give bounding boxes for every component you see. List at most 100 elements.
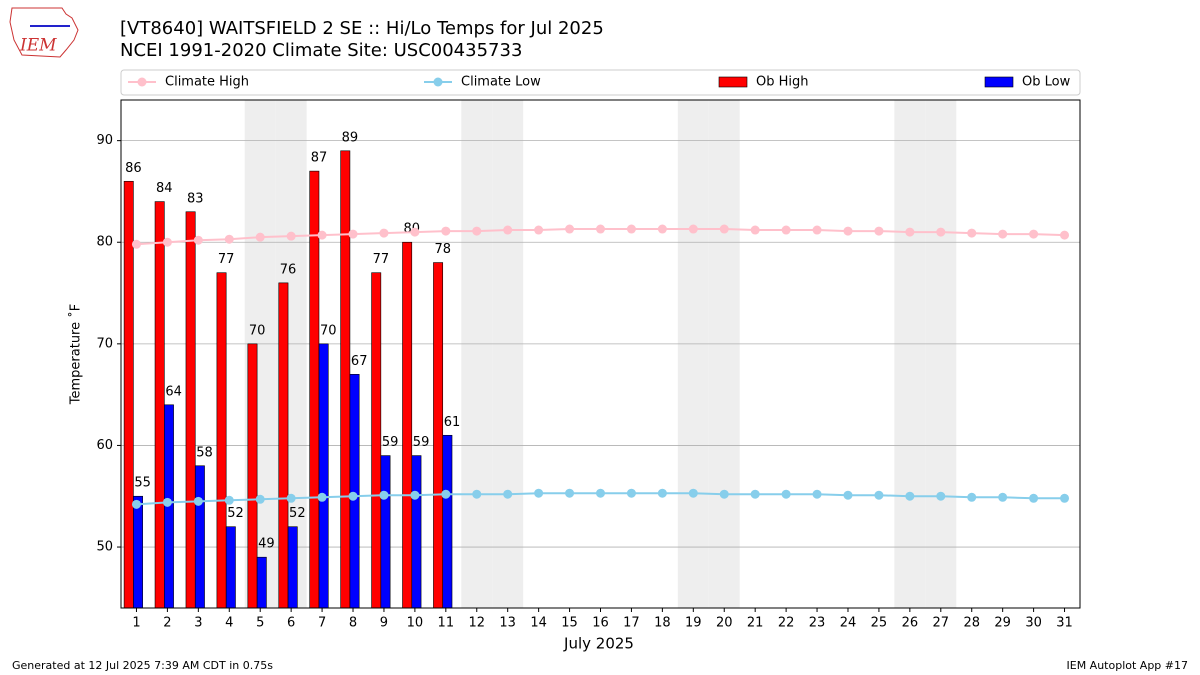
x-tick-label: 21 [747,616,764,631]
bar [278,282,289,609]
line-marker [905,227,915,237]
line-marker [348,229,358,239]
y-tick-label: 50 [96,540,113,555]
bar [256,556,267,609]
bar [442,434,453,609]
x-tick-label: 17 [623,616,640,631]
line-marker [719,224,729,234]
line-marker [967,228,977,238]
data-label: 52 [227,506,244,521]
bar [318,343,329,609]
bar [216,272,227,609]
data-label: 87 [311,151,328,166]
line-marker [379,490,389,500]
x-tick-label: 25 [871,616,888,631]
x-tick-label: 4 [225,616,233,631]
bar [287,526,298,609]
line-marker [750,225,760,235]
logo-text: IEM [19,36,57,56]
data-label: 49 [258,537,275,552]
x-tick-label: 27 [933,616,950,631]
weekend-shade [925,100,957,608]
bar [123,180,134,609]
line-marker [596,224,605,234]
line-marker [750,489,760,499]
y-tick-label: 70 [96,336,113,351]
line-marker [131,499,141,509]
line-marker [843,226,853,236]
data-label: 77 [373,252,390,267]
data-label: 59 [382,435,399,450]
line-marker [472,489,482,499]
line-marker [781,489,791,499]
line-marker [534,225,544,235]
logo-outline [9,7,79,58]
data-label: 59 [413,435,430,450]
line-marker [410,490,420,500]
data-label: 61 [444,415,461,430]
data-label: 78 [434,242,451,257]
line-marker [936,491,946,501]
x-tick-label: 29 [994,616,1011,631]
weekend-shade [708,100,740,608]
chart-title: [VT8640] WAITSFIELD 2 SE :: Hi/Lo Temps … [120,18,604,39]
bar [380,455,391,609]
logo: IEM [9,7,79,58]
line-marker [193,235,203,245]
x-tick-label: 15 [561,616,578,631]
line-marker [472,226,482,236]
data-label: 58 [196,445,213,460]
x-tick-label: 10 [407,616,424,631]
line-marker [626,224,636,234]
x-tick-label: 16 [592,616,609,631]
legend-label: Ob Low [1022,75,1071,90]
bar [371,272,382,609]
x-tick-label: 20 [716,616,733,631]
data-label: 52 [289,506,306,521]
legend-marker [137,77,147,87]
bar [411,455,422,609]
bar [247,343,258,609]
x-tick-label: 31 [1056,616,1073,631]
x-tick-label: 22 [778,616,795,631]
data-label: 86 [125,161,142,176]
line-marker [503,225,513,235]
legend-swatch [718,76,748,88]
line-marker [317,230,327,240]
line-marker [998,229,1008,239]
x-tick-label: 24 [840,616,857,631]
data-label: 84 [156,181,173,196]
line-marker [255,494,265,504]
y-axis-label: Temperature ˚F [68,304,84,405]
x-tick-label: 28 [963,616,980,631]
data-label: 70 [249,323,266,338]
line-marker [379,228,389,238]
x-tick-label: 19 [685,616,702,631]
line-marker [534,488,544,498]
line-marker [286,493,296,503]
line-marker [596,488,605,498]
bar [309,170,320,609]
data-label: 64 [165,384,182,399]
bar [340,150,351,609]
line-marker [688,488,698,498]
line-marker [131,239,141,249]
x-tick-label: 12 [468,616,485,631]
line-marker [874,490,884,500]
x-tick-label: 1 [132,616,140,631]
x-tick-label: 14 [530,616,547,631]
x-tick-label: 5 [256,616,264,631]
weekend-shade [492,100,524,608]
line-marker [1029,493,1039,503]
line-marker [812,225,822,235]
data-label: 89 [342,130,359,145]
x-tick-label: 26 [902,616,919,631]
bar [154,201,165,609]
bar [433,262,444,609]
line-marker [812,489,822,499]
line-marker [224,495,234,505]
bar [194,465,205,609]
line-marker [348,491,358,501]
line-marker [688,224,698,234]
